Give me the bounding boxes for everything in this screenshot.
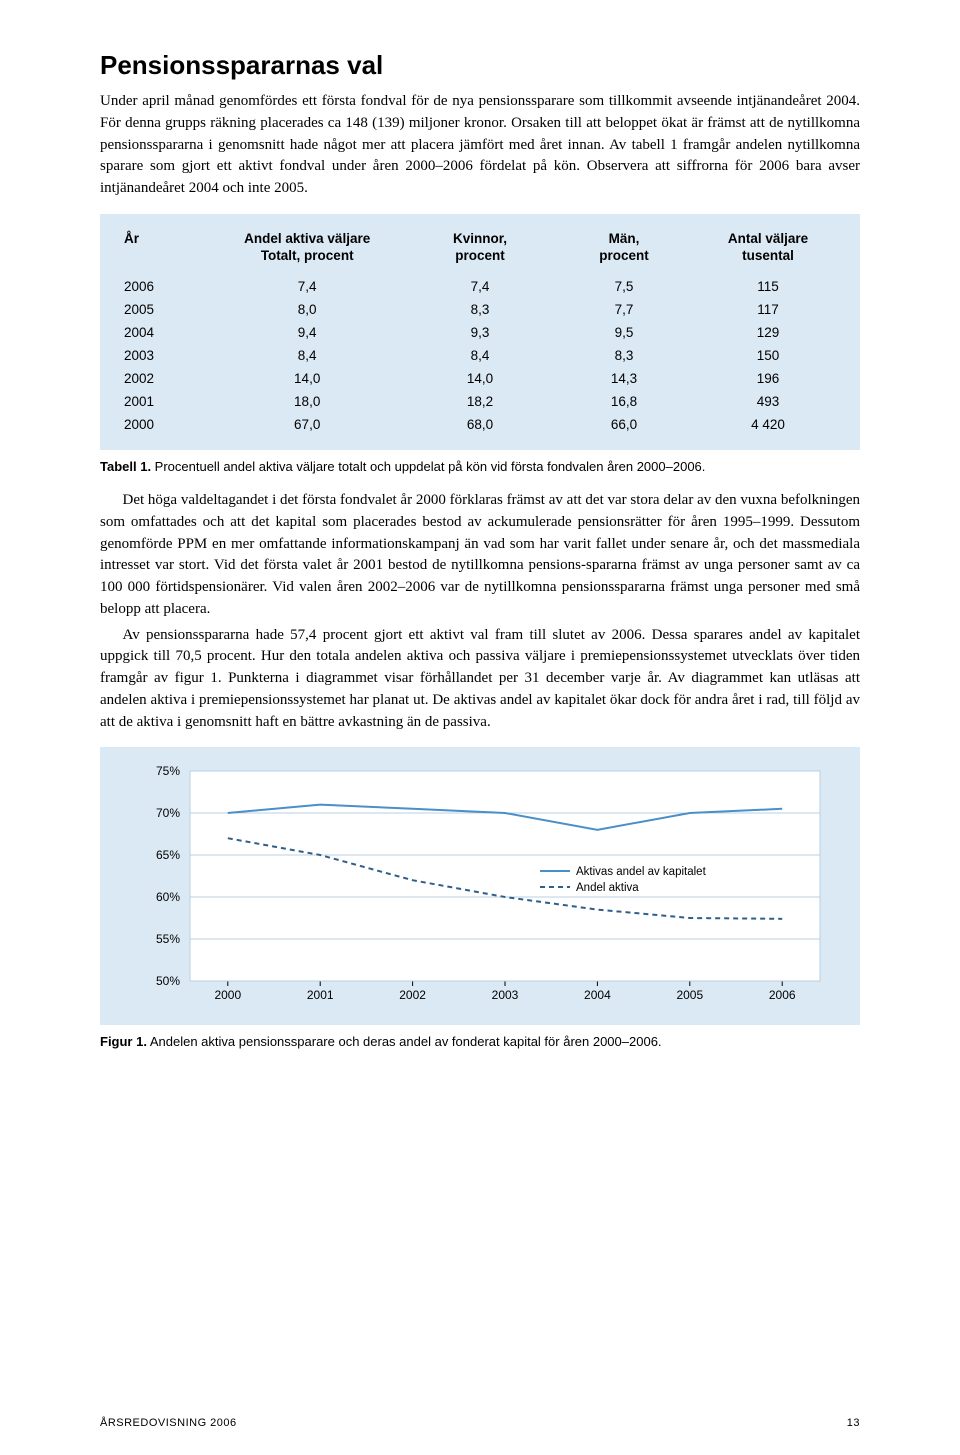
table-cell: 7,4 [408,275,552,298]
table-header-cell: Män,procent [552,228,696,275]
table-cell: 8,4 [206,344,408,367]
table-row: 20049,49,39,5129 [120,321,840,344]
table-header-cell: År [120,228,206,275]
table-1-caption: Tabell 1. Procentuell andel aktiva välja… [100,458,860,476]
table-cell: 2002 [120,367,206,390]
svg-text:Aktivas andel av kapitalet: Aktivas andel av kapitalet [576,866,707,878]
table-cell: 8,3 [408,298,552,321]
svg-text:55%: 55% [156,932,180,946]
table-cell: 2000 [120,413,206,436]
table-cell: 493 [696,390,840,413]
table-header-cell: Antal väljaretusental [696,228,840,275]
table-row: 20038,48,48,3150 [120,344,840,367]
table-row: 200118,018,216,8493 [120,390,840,413]
table-cell: 68,0 [408,413,552,436]
table-cell: 129 [696,321,840,344]
figure-1-container: 50% 55% 60% 65% 70% 75% 2000 2001 2002 2003 2004 20… [100,747,860,1025]
svg-text:50%: 50% [156,974,180,988]
table-cell: 2006 [120,275,206,298]
table-cell: 14,0 [408,367,552,390]
figure-1-caption: Figur 1. Andelen aktiva pensionssparare … [100,1033,860,1051]
svg-text:2002: 2002 [399,988,426,1002]
page-heading: Pensionsspararnas val [100,50,860,81]
svg-text:2004: 2004 [584,988,611,1002]
svg-text:Andel aktiva: Andel aktiva [576,882,639,894]
table-cell: 4 420 [696,413,840,436]
table-cell: 2004 [120,321,206,344]
table-cell: 2003 [120,344,206,367]
paragraph-3: Av pensionsspararna hade 57,4 procent gj… [100,625,860,734]
table-cell: 8,0 [206,298,408,321]
table-1-container: ÅrAndel aktiva väljareTotalt, procentKvi… [100,214,860,450]
paragraph-2: Det höga valdeltagandet i det första fon… [100,490,860,621]
table-cell: 7,4 [206,275,408,298]
table-cell: 117 [696,298,840,321]
table-cell: 18,0 [206,390,408,413]
svg-text:2000: 2000 [214,988,241,1002]
svg-text:65%: 65% [156,848,180,862]
page-footer: ÅRSREDOVISNING 2006 13 [100,1417,860,1429]
table-cell: 196 [696,367,840,390]
table-cell: 9,5 [552,321,696,344]
table-row: 200067,068,066,04 420 [120,413,840,436]
svg-text:60%: 60% [156,890,180,904]
table-1: ÅrAndel aktiva väljareTotalt, procentKvi… [120,228,840,436]
table-cell: 9,4 [206,321,408,344]
svg-text:2005: 2005 [676,988,703,1002]
figure-1-caption-text: Andelen aktiva pensionssparare och deras… [147,1034,662,1049]
table-cell: 8,3 [552,344,696,367]
svg-text:75%: 75% [156,764,180,778]
table-cell: 8,4 [408,344,552,367]
table-row: 20067,47,47,5115 [120,275,840,298]
svg-text:2003: 2003 [492,988,519,1002]
table-cell: 16,8 [552,390,696,413]
table-cell: 7,5 [552,275,696,298]
table-cell: 18,2 [408,390,552,413]
svg-text:70%: 70% [156,806,180,820]
figure-1-caption-label: Figur 1. [100,1034,147,1049]
table-cell: 2005 [120,298,206,321]
table-cell: 67,0 [206,413,408,436]
table-1-caption-label: Tabell 1. [100,459,151,474]
table-row: 200214,014,014,3196 [120,367,840,390]
table-cell: 150 [696,344,840,367]
footer-page-number: 13 [847,1417,860,1429]
figure-1-chart: 50% 55% 60% 65% 70% 75% 2000 2001 2002 2003 2004 20… [120,761,840,1011]
svg-text:2006: 2006 [769,988,796,1002]
table-cell: 115 [696,275,840,298]
footer-left: ÅRSREDOVISNING 2006 [100,1417,237,1429]
svg-text:2001: 2001 [307,988,334,1002]
table-cell: 66,0 [552,413,696,436]
table-1-caption-text: Procentuell andel aktiva väljare totalt … [151,459,705,474]
table-cell: 9,3 [408,321,552,344]
table-cell: 14,3 [552,367,696,390]
table-cell: 2001 [120,390,206,413]
table-cell: 7,7 [552,298,696,321]
table-row: 20058,08,37,7117 [120,298,840,321]
table-header-cell: Andel aktiva väljareTotalt, procent [206,228,408,275]
table-cell: 14,0 [206,367,408,390]
paragraph-1: Under april månad genomfördes ett första… [100,91,860,200]
table-header-cell: Kvinnor,procent [408,228,552,275]
